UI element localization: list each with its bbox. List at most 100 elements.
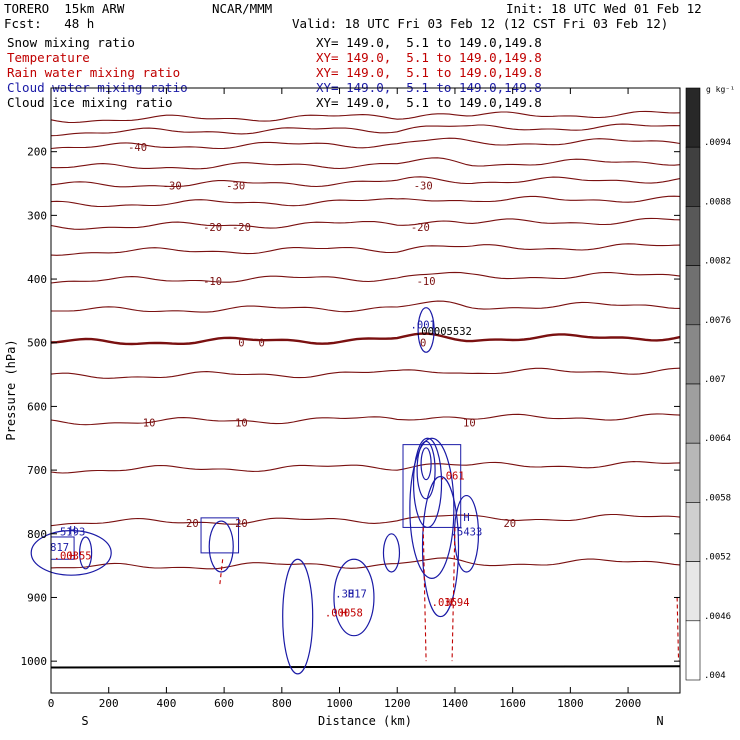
field-xy-cloud-ice: XY= 149.0, 5.1 to 149.0,149.8 [316,95,542,110]
isotherm-label: -20 [203,222,222,234]
isotherm-label: 10 [235,417,248,429]
maximum-label: H [446,597,452,609]
isotherm-20 [50,513,681,527]
maximum-label: H [69,550,75,562]
colorbar-cell [685,265,701,326]
cloud-water-contour [402,444,462,528]
rain-contour [676,597,680,662]
cloud-water-contour [30,530,112,576]
isotherm-minus-10 [50,271,681,284]
isotherm-label: -30 [226,180,245,192]
colorbar-tick-label: .0052 [704,553,731,563]
colorbar-cell [685,502,701,562]
isotherm-label: 0 [258,338,264,350]
field-xy-snow: XY= 149.0, 5.1 to 149.0,149.8 [316,35,542,50]
colorbar-cell [685,206,701,266]
isotherm-minus-30 [50,176,681,188]
cloud-water-contour [208,520,234,573]
isotherm-minus-20 [50,217,681,230]
field-name-temperature: Temperature [7,50,90,65]
isotherm-15 [50,461,681,474]
maximum-label: .5433 [451,527,483,539]
maximum-label: .00058 [325,608,363,620]
cloud-water-contour [409,437,455,579]
surface-line [50,665,681,669]
isotherm-minus-15 [50,243,681,256]
org-label: NCAR/MMM [212,1,273,16]
x-tick-label: 1600 [499,697,526,710]
x-tick-label: 400 [156,697,176,710]
y-axis-title: Pressure (hPa) [4,339,18,440]
isotherm-label: 20 [503,518,516,530]
isotherm-label: -30 [414,180,433,192]
x-tick-label: 1200 [384,697,411,710]
maximum-label: H [341,608,347,620]
y-tick-label: 600 [27,400,47,413]
colorbar-tick-label: .0094 [704,138,731,148]
colorbar-tick-label: .0082 [704,257,731,267]
isotherm-10 [50,413,681,426]
cloud-water-contour [282,558,314,675]
isotherm-label: 20 [186,518,199,530]
isotherm-label: 0 [420,338,426,350]
y-tick-label: 200 [27,146,47,159]
field-name-rain: Rain water mixing ratio [7,65,181,80]
isotherm-label: -10 [417,276,436,288]
maximum-label: .061 [439,471,464,483]
x-tick-label: 2000 [615,697,642,710]
colorbar-tick-label: .004 [704,671,726,681]
valid-time: Valid: 18 UTC Fri 03 Feb 12 (12 CST Fri … [292,16,669,31]
maximum-label: .001 [411,320,436,332]
isotherm-minus-25 [50,195,681,208]
x-axis-title: Distance (km) [318,714,412,728]
cloud-water-contour [417,307,435,353]
colorbar-cell [685,620,701,681]
cloud-water-contour [420,447,432,481]
field-xy-temperature: XY= 149.0, 5.1 to 149.0,149.8 [316,50,542,65]
rain-contour [219,559,224,585]
colorbar-tick-label: .0088 [704,197,731,207]
south-label: S [81,714,88,728]
colorbar-cell [685,324,701,385]
init-time: Init: 18 UTC Wed 01 Feb 12 [506,1,702,16]
y-tick-label: 500 [27,337,47,350]
maximum-label: 817 [50,542,69,554]
isotherm-5 [50,367,681,379]
rain-contour [451,527,456,662]
maximum-label: H [348,588,354,600]
isotherm-label: -40 [128,142,147,154]
isotherm-minus-35 [50,157,681,170]
cloud-water-contour [421,475,460,618]
cloud-water-contour [416,440,436,500]
x-tick-label: 1800 [557,697,584,710]
maximum-label: H [463,512,469,524]
plot-frame [50,87,681,694]
colorbar-tick-label: .0076 [704,316,731,326]
cloud-water-contour [382,533,401,573]
field-name-snow: Snow mixing ratio [7,35,135,50]
colorbar-cell [685,383,701,444]
isotherm-label: -10 [203,276,222,288]
y-tick-label: 800 [27,528,47,541]
x-tick-label: 1000 [326,697,353,710]
x-tick-label: 1400 [442,697,469,710]
x-tick-label: 600 [214,697,234,710]
colorbar-tick-label: .0058 [704,493,731,503]
y-tick-label: 700 [27,464,47,477]
maximum-label: .3817 [335,588,367,600]
colorbar-cell [685,146,701,207]
colorbar-cell [685,561,701,622]
cloud-water-contour [453,494,480,573]
maximum-label: .00355 [54,550,92,562]
maximum-label: .03694 [432,597,470,609]
x-tick-label: 0 [48,697,55,710]
y-tick-label: 1000 [21,655,48,668]
cloud-water-contour [333,558,375,637]
colorbar-unit: g kg⁻¹ [706,85,735,94]
isotherm-minus-50 [50,110,681,124]
isotherm-label: 20 [235,518,248,530]
y-tick-label: 400 [27,273,47,286]
colorbar-tick-label: .007 [704,375,726,385]
isotherm-minus-45 [50,123,681,137]
